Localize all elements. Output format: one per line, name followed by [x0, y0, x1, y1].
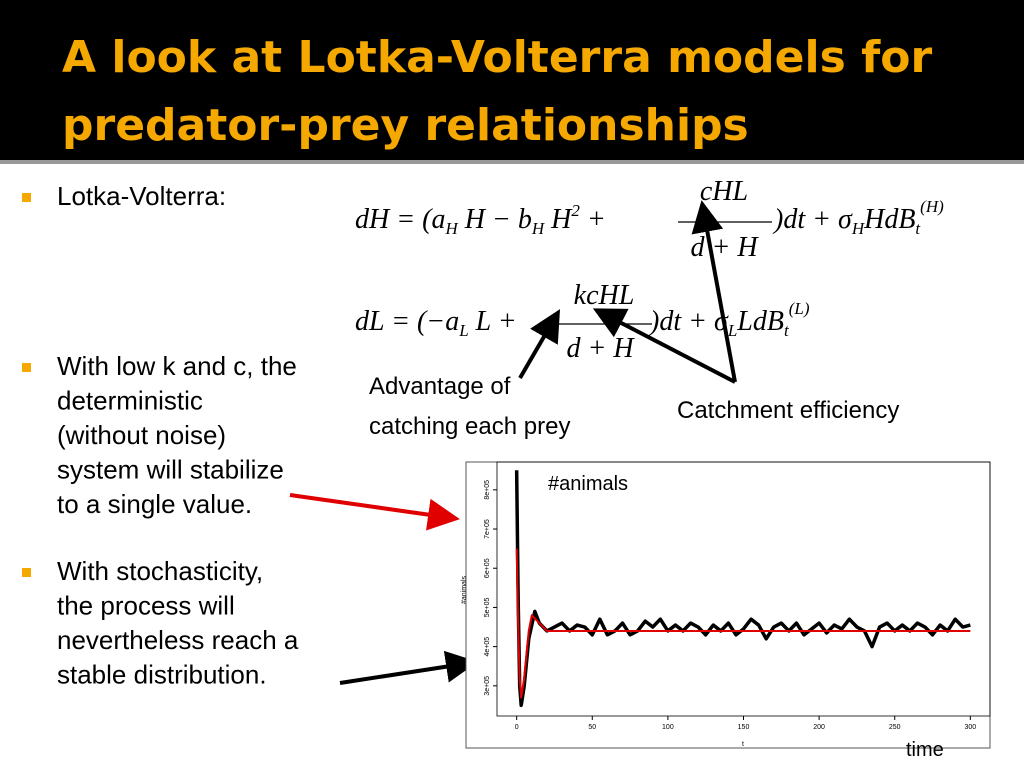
- eq-text: )dt + σHHdBt(H): [772, 197, 944, 238]
- eq-text: dL = (−aL L +: [355, 306, 517, 340]
- x-tick-label: 200: [813, 724, 825, 731]
- bullet-marker: [22, 193, 31, 202]
- series-line: [515, 548, 971, 699]
- annotation: catching each prey: [369, 413, 570, 440]
- bullet-text: With low k and c, the: [57, 351, 297, 381]
- chart: 0 50 100 150 200 250 300 3e+05 4e+05 5e+05 6e+05 7e…: [461, 461, 991, 761]
- arrow: [592, 308, 736, 384]
- numerator: kcHL: [574, 280, 635, 311]
- title-band: [0, 0, 1024, 160]
- bullet-marker: [22, 363, 31, 372]
- eq-text: dH = (aH H − bH H2 +: [355, 201, 606, 238]
- x-tick-label: 250: [889, 724, 901, 731]
- x-tick-label: 300: [964, 724, 976, 731]
- y-tick-label: 7e+05: [484, 519, 491, 539]
- y-tick-label: 5e+05: [484, 597, 491, 617]
- y-tick-label: 3e+05: [484, 676, 491, 696]
- chart-frame: [465, 461, 991, 749]
- annotation: Advantage of: [369, 373, 511, 400]
- x-axis-label: t: [742, 741, 744, 748]
- bullet-text: With stochasticity,: [57, 556, 263, 586]
- bullet-text: nevertheless reach a: [57, 625, 299, 655]
- y-tick-label: 4e+05: [484, 637, 491, 657]
- eq-text: )dt + σLLdBt(L): [648, 299, 810, 340]
- bullet-text: system will stabilize: [57, 455, 284, 485]
- equation: dH = (aH H − bH H2 + cHL d + H )dt + σHH…: [355, 176, 944, 364]
- title-line: A look at Lotka-Volterra models for: [62, 32, 932, 83]
- x-tick-label: 0: [515, 724, 519, 731]
- bullet-text: deterministic: [57, 386, 203, 416]
- arrow: [339, 650, 478, 685]
- bullet-text: Lotka-Volterra:: [57, 181, 226, 211]
- numerator: cHL: [700, 176, 748, 207]
- arrow: [518, 309, 561, 380]
- x-tick-label: 150: [738, 724, 750, 731]
- arrow: [691, 200, 737, 383]
- y-axis-label: #animals: [461, 575, 468, 604]
- bullet-text: the process will: [57, 591, 235, 621]
- arrows: [289, 200, 737, 685]
- x-tick-label: 100: [662, 724, 674, 731]
- bullet-text: (without noise): [57, 420, 226, 450]
- denominator: d + H: [566, 333, 635, 364]
- chart-annotation: #animals: [548, 473, 628, 495]
- bullet-text: to a single value.: [57, 489, 252, 519]
- denominator: d + H: [690, 232, 759, 263]
- y-tick-label: 6e+05: [484, 558, 491, 578]
- arrow: [289, 493, 460, 531]
- bullet-text: stable distribution.: [57, 660, 267, 690]
- annotation: Catchment efficiency: [677, 397, 899, 424]
- bullet-marker: [22, 568, 31, 577]
- x-tick-label: 50: [588, 724, 596, 731]
- series-line: [514, 470, 971, 708]
- title-line: predator-prey relationships: [62, 100, 749, 151]
- y-tick-label: 8e+05: [484, 480, 491, 500]
- chart-annotation: time: [906, 739, 944, 761]
- title-rule: [0, 160, 1024, 164]
